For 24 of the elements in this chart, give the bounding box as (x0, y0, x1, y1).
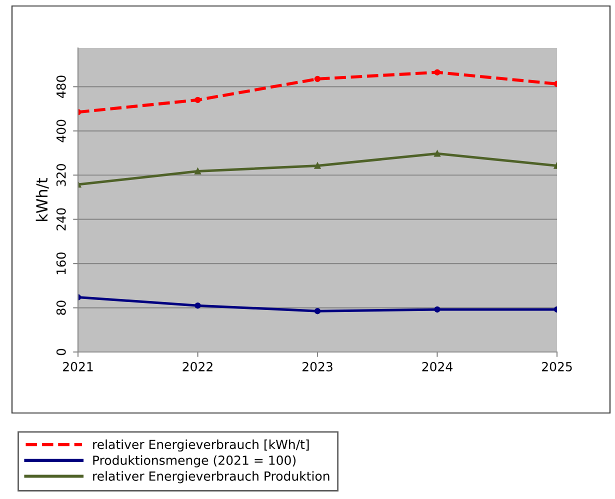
point (434, 69, 440, 76)
point (194, 96, 201, 104)
point (314, 76, 321, 82)
legend-label: Produktionsmenge (2021 = 100) (93, 455, 296, 468)
y-tick-label: 0 (56, 348, 66, 356)
x-tick-label: 2025 (542, 362, 572, 372)
x-tick-label: 2023 (302, 362, 332, 372)
y-tick-label: 320 (56, 164, 66, 186)
y-tick-label: 400 (56, 120, 66, 142)
y-axis-title: kWh/t (36, 178, 49, 221)
legend-label: relativer Energieverbrauch Produktion (93, 471, 330, 484)
point (194, 302, 201, 309)
point (434, 150, 440, 157)
point (314, 308, 321, 314)
y-tick-label: 240 (56, 208, 66, 230)
x-tick-label: 2024 (422, 362, 452, 372)
x-tick-label: 2022 (182, 362, 212, 372)
y-tick-label: 80 (56, 300, 66, 315)
y-tick-label: 480 (56, 76, 66, 98)
point (314, 162, 321, 169)
legend-label: relativer Energieverbrauch [kWh/t] (93, 439, 309, 452)
x-tick-label: 2021 (63, 362, 93, 372)
y-tick-label: 160 (56, 252, 66, 274)
point (434, 306, 440, 313)
